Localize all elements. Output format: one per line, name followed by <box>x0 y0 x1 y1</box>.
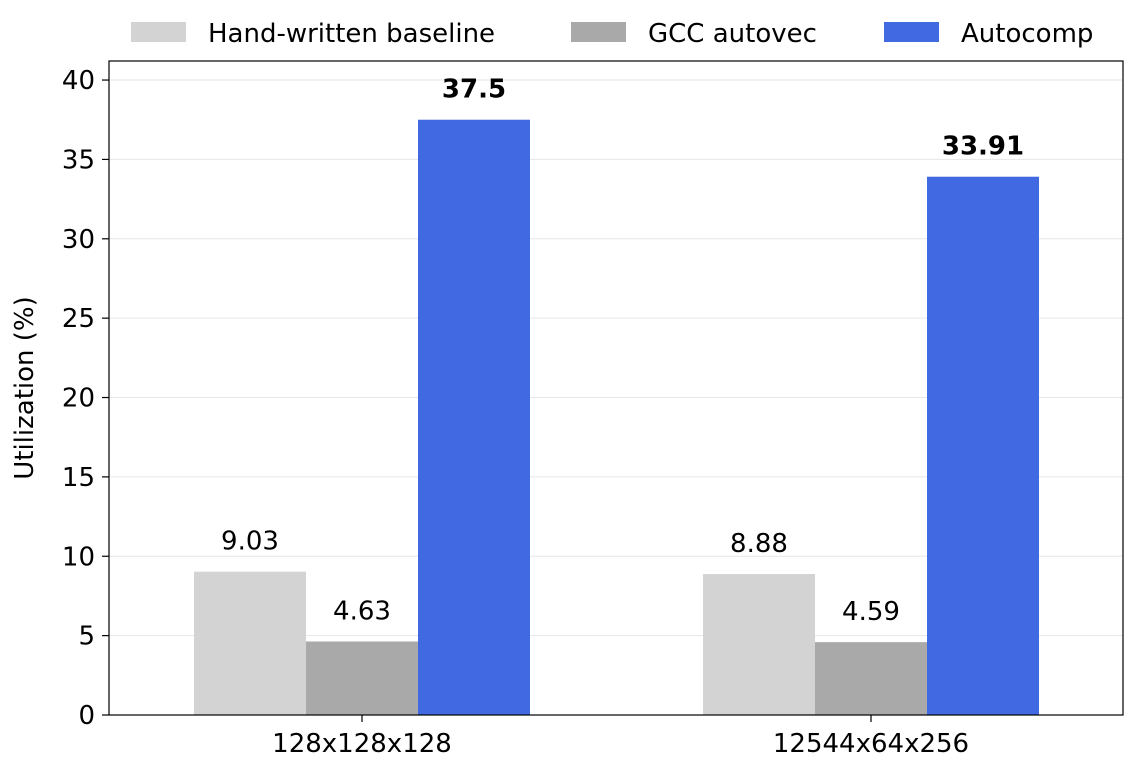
legend-swatch <box>131 22 186 42</box>
y-tick-label: 20 <box>62 384 95 414</box>
legend-swatch <box>571 22 626 42</box>
x-tick-label: 12544x64x256 <box>773 729 969 759</box>
bar-hand-written-baseline-0 <box>194 571 306 715</box>
bar-gcc-autovec-1 <box>815 642 927 715</box>
y-axis-label: Utilization (%) <box>10 296 40 480</box>
bar-gcc-autovec-0 <box>306 641 418 715</box>
y-tick-label: 0 <box>78 701 95 731</box>
data-label: 8.88 <box>730 529 788 559</box>
bar-autocomp-1 <box>927 176 1039 715</box>
y-tick-label: 35 <box>62 145 95 175</box>
value-labels: 9.03 4.63 37.5 8.88 4.59 33.91 <box>221 75 1024 627</box>
gridlines <box>109 79 1123 637</box>
y-tick-label: 40 <box>62 66 95 96</box>
bars <box>194 119 1039 715</box>
legend-label: GCC autovec <box>648 19 817 49</box>
plot-frame <box>108 60 1124 716</box>
y-tick-label: 25 <box>62 304 95 334</box>
legend-label: Hand-written baseline <box>208 19 495 49</box>
legend-label: Autocomp <box>961 19 1093 49</box>
y-tick-label: 15 <box>62 463 95 493</box>
x-axis-ticks: 128x128x128 12544x64x256 <box>272 715 969 759</box>
y-tick-label: 30 <box>62 225 95 255</box>
data-label: 33.91 <box>942 132 1024 162</box>
data-label: 4.63 <box>333 597 391 627</box>
data-label: 37.5 <box>442 75 506 105</box>
y-axis-ticks: 0 5 10 15 20 25 30 35 40 <box>62 66 109 731</box>
legend: Hand-written baseline GCC autovec Autocomp <box>131 19 1093 49</box>
data-label: 9.03 <box>221 527 279 557</box>
x-tick-label: 128x128x128 <box>272 729 452 759</box>
legend-swatch <box>884 22 939 42</box>
bar-hand-written-baseline-1 <box>703 574 815 715</box>
bar-autocomp-0 <box>418 119 530 715</box>
y-tick-label: 5 <box>78 622 95 652</box>
data-label: 4.59 <box>842 597 900 627</box>
y-tick-label: 10 <box>62 542 95 572</box>
